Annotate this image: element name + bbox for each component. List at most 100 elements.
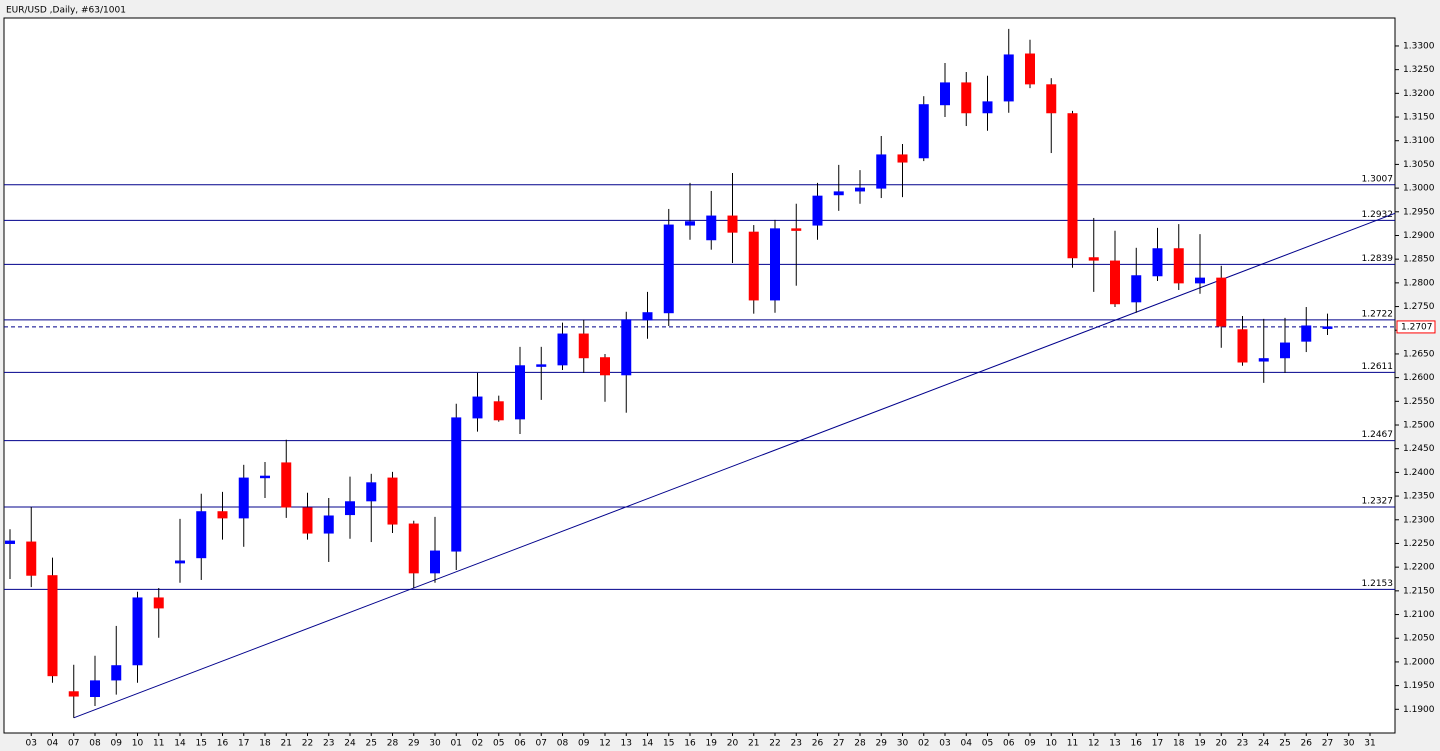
x-tick-label: 12 (1088, 739, 1099, 749)
level-label: 1.2467 (1362, 430, 1394, 440)
x-tick-label: 16 (217, 739, 229, 749)
current-price-label: 1.2707 (1401, 322, 1433, 332)
candle-body (578, 333, 589, 359)
candle-body (940, 82, 950, 106)
candle-body (1322, 326, 1333, 329)
x-tick-label: 26 (1301, 739, 1313, 749)
x-tick-label: 26 (812, 739, 824, 749)
x-tick-label: 15 (196, 739, 207, 749)
current-price-box (1396, 320, 1436, 334)
candle-body (748, 231, 759, 301)
candle-body (47, 575, 58, 677)
x-tick-label: 29 (876, 739, 888, 749)
level-label: 1.2722 (1362, 309, 1394, 319)
candle-body (706, 215, 717, 241)
candle-body (685, 221, 695, 226)
x-tick-label: 03 (939, 739, 950, 749)
candle-body (982, 101, 993, 114)
x-tick-label: 10 (132, 739, 144, 749)
x-tick-label: 05 (493, 739, 504, 749)
candle-body (1110, 260, 1120, 305)
candle-body (1025, 53, 1035, 85)
candle-body (366, 482, 377, 502)
x-tick-label: 14 (642, 739, 654, 749)
x-tick-label: 01 (451, 739, 462, 749)
x-tick-label: 19 (1194, 739, 1206, 749)
x-tick-label: 02 (918, 739, 929, 749)
x-tick-label: 22 (769, 739, 780, 749)
x-tick-label: 20 (727, 739, 739, 749)
trendline (73, 212, 1396, 719)
x-tick-label: 03 (26, 739, 37, 749)
y-tick-label: 1.2550 (1403, 397, 1435, 407)
x-tick-label: 13 (621, 739, 632, 749)
level-label: 1.2611 (1362, 362, 1394, 372)
y-tick-label: 1.3250 (1403, 65, 1435, 75)
plot-area (3, 17, 1396, 734)
candle-body (897, 154, 908, 163)
candle-body (451, 417, 462, 552)
level-label: 1.2327 (1362, 496, 1394, 506)
x-tick-label: 05 (982, 739, 993, 749)
y-tick-label: 1.2150 (1403, 586, 1435, 596)
y-tick-label: 1.2400 (1403, 468, 1435, 478)
candle-body (791, 228, 802, 231)
y-tick-label: 1.1900 (1403, 705, 1435, 715)
candle-body (111, 665, 122, 681)
candle-body (408, 523, 419, 574)
x-tick-label: 20 (1216, 739, 1228, 749)
candle-body (472, 396, 483, 419)
candle-body (302, 507, 313, 534)
y-tick-label: 1.2900 (1403, 231, 1435, 241)
y-tick-label: 1.3050 (1403, 160, 1435, 170)
y-tick-label: 1.3100 (1403, 136, 1435, 146)
x-tick-label: 06 (514, 739, 526, 749)
candle-body (345, 501, 355, 516)
y-tick-label: 1.2500 (1403, 421, 1435, 431)
level-label: 1.3007 (1362, 174, 1394, 184)
x-tick-label: 08 (557, 739, 569, 749)
candle-body (1301, 325, 1312, 342)
candle-body (1088, 257, 1099, 261)
candle-body (515, 365, 525, 420)
candle-body (217, 511, 228, 519)
y-tick-label: 1.2750 (1403, 302, 1435, 312)
candle-body (1280, 342, 1290, 359)
x-tick-label: 28 (387, 739, 399, 749)
candle-body (1131, 275, 1142, 303)
y-tick-label: 1.3150 (1403, 113, 1435, 123)
x-tick-label: 07 (536, 739, 547, 749)
x-tick-label: 10 (1046, 739, 1058, 749)
x-tick-label: 07 (68, 739, 79, 749)
chart-title: EUR/USD ,Daily, #63/1001 (6, 6, 126, 16)
x-tick-label: 13 (1109, 739, 1120, 749)
x-tick-label: 09 (578, 739, 590, 749)
y-tick-label: 1.2450 (1403, 444, 1435, 454)
candle-body (876, 154, 887, 189)
x-tick-label: 17 (238, 739, 249, 749)
candle-body (26, 541, 37, 576)
y-tick-label: 1.1950 (1403, 681, 1435, 691)
candle-body (281, 462, 292, 508)
x-tick-label: 31 (1364, 739, 1375, 749)
x-tick-label: 14 (174, 739, 186, 749)
candle-body (1173, 248, 1184, 284)
x-tick-label: 25 (366, 739, 377, 749)
x-tick-label: 24 (1258, 739, 1270, 749)
candle-body (855, 187, 865, 192)
candle-body (770, 228, 780, 301)
x-tick-label: 09 (111, 739, 123, 749)
x-tick-label: 23 (791, 739, 802, 749)
x-tick-label: 02 (472, 739, 483, 749)
x-tick-label: 29 (408, 739, 420, 749)
y-tick-label: 1.2650 (1403, 349, 1435, 359)
y-tick-label: 1.2200 (1403, 563, 1435, 573)
x-tick-label: 27 (1322, 739, 1333, 749)
candle-body (238, 477, 249, 519)
candle-body (961, 82, 972, 114)
y-tick-label: 1.3000 (1403, 184, 1435, 194)
x-tick-label: 30 (1343, 739, 1355, 749)
candle-body (1152, 248, 1163, 277)
y-tick-label: 1.2850 (1403, 255, 1435, 265)
candle-body (918, 104, 929, 159)
